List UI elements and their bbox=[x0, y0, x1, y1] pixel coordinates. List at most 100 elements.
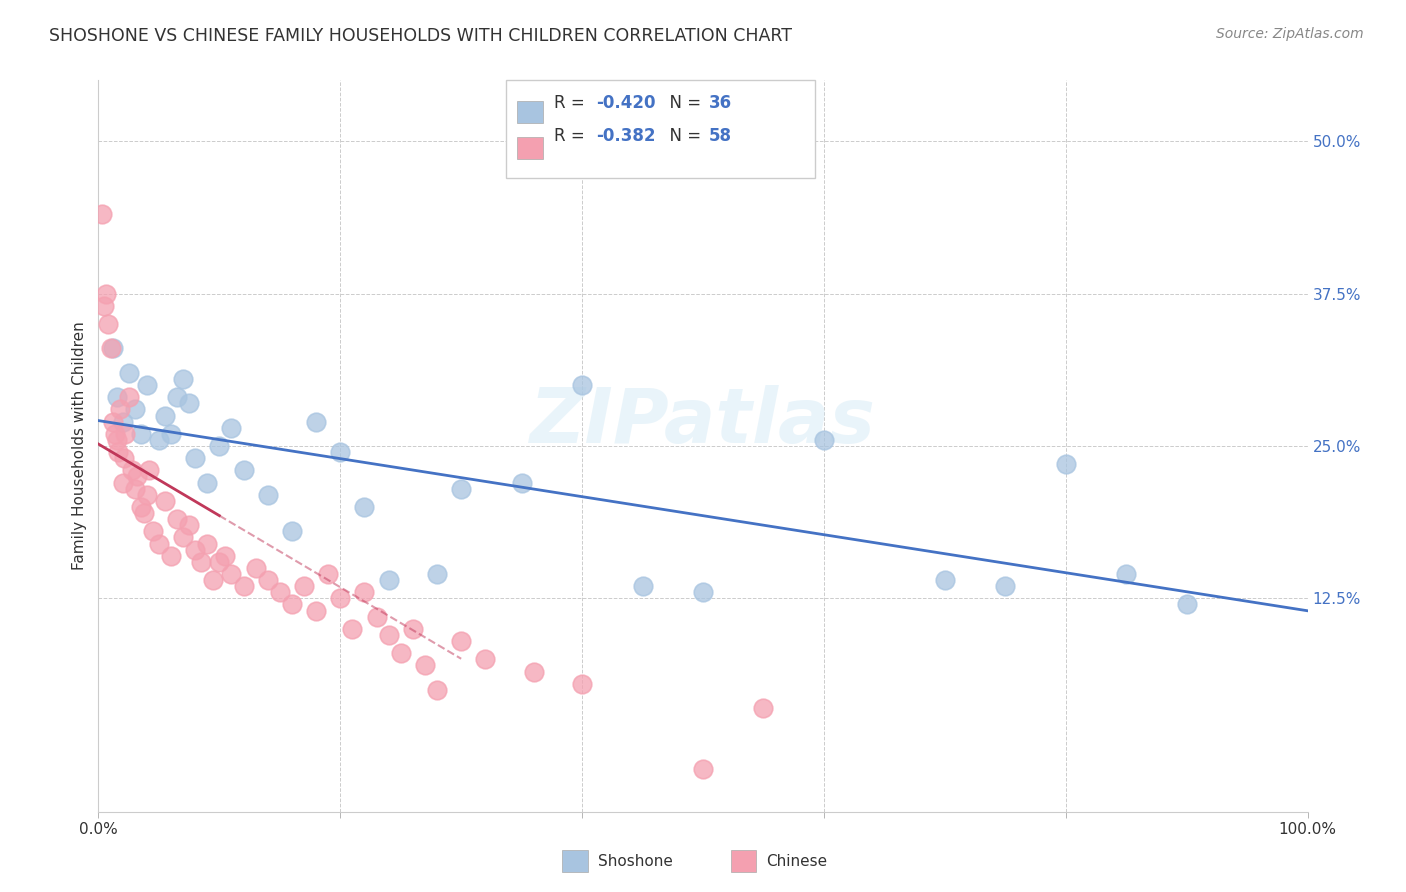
Point bbox=[571, 677, 593, 691]
Point bbox=[316, 567, 339, 582]
Point bbox=[377, 573, 399, 587]
Point bbox=[571, 378, 593, 392]
Point bbox=[292, 579, 315, 593]
Point bbox=[195, 475, 218, 490]
Point bbox=[105, 433, 128, 447]
Point bbox=[934, 573, 956, 587]
Point bbox=[190, 555, 212, 569]
Text: N =: N = bbox=[659, 127, 707, 145]
Point bbox=[160, 426, 183, 441]
Text: N =: N = bbox=[659, 94, 707, 112]
Point bbox=[692, 585, 714, 599]
Point bbox=[127, 469, 149, 483]
Point bbox=[124, 402, 146, 417]
Point bbox=[450, 634, 472, 648]
Point bbox=[1115, 567, 1137, 582]
Point bbox=[426, 682, 449, 697]
Point bbox=[426, 567, 449, 582]
Text: SHOSHONE VS CHINESE FAMILY HOUSEHOLDS WITH CHILDREN CORRELATION CHART: SHOSHONE VS CHINESE FAMILY HOUSEHOLDS WI… bbox=[49, 27, 792, 45]
Point bbox=[118, 366, 141, 380]
Text: Chinese: Chinese bbox=[766, 854, 827, 869]
Point bbox=[353, 500, 375, 514]
Point bbox=[221, 421, 243, 435]
Point bbox=[93, 299, 115, 313]
Point bbox=[1175, 598, 1198, 612]
Point bbox=[118, 390, 141, 404]
Point bbox=[402, 622, 425, 636]
Text: -0.420: -0.420 bbox=[596, 94, 655, 112]
Point bbox=[104, 426, 127, 441]
Point bbox=[1054, 458, 1077, 472]
Point bbox=[413, 658, 436, 673]
Point bbox=[389, 646, 412, 660]
Point bbox=[353, 585, 375, 599]
Point bbox=[112, 451, 135, 466]
Point bbox=[692, 762, 714, 776]
Point bbox=[172, 530, 194, 544]
Point bbox=[148, 536, 170, 550]
Point bbox=[281, 598, 304, 612]
Point bbox=[450, 482, 472, 496]
Point bbox=[305, 415, 328, 429]
Point bbox=[105, 390, 128, 404]
Point bbox=[111, 415, 134, 429]
Point bbox=[510, 475, 533, 490]
Point bbox=[329, 591, 352, 606]
Point bbox=[329, 445, 352, 459]
Point bbox=[172, 372, 194, 386]
Point bbox=[256, 573, 278, 587]
Point bbox=[366, 609, 388, 624]
Point bbox=[214, 549, 236, 563]
Point bbox=[166, 512, 188, 526]
Text: ZIPatlas: ZIPatlas bbox=[530, 384, 876, 458]
Point bbox=[135, 378, 157, 392]
Point bbox=[153, 409, 176, 423]
Point bbox=[129, 500, 152, 514]
Point bbox=[94, 286, 117, 301]
Point bbox=[221, 567, 243, 582]
Point bbox=[91, 207, 114, 221]
Point bbox=[160, 549, 183, 563]
Point bbox=[269, 585, 291, 599]
Point bbox=[232, 579, 254, 593]
Point bbox=[232, 463, 254, 477]
Point bbox=[111, 475, 134, 490]
Point bbox=[179, 396, 201, 410]
Point bbox=[342, 622, 364, 636]
Point bbox=[135, 488, 157, 502]
Y-axis label: Family Households with Children: Family Households with Children bbox=[72, 322, 87, 570]
Point bbox=[184, 451, 207, 466]
Text: 36: 36 bbox=[709, 94, 731, 112]
Point bbox=[208, 439, 231, 453]
Point bbox=[208, 555, 231, 569]
Point bbox=[124, 482, 146, 496]
Point bbox=[179, 518, 201, 533]
Point bbox=[101, 342, 124, 356]
Point bbox=[142, 524, 165, 539]
Point bbox=[138, 463, 160, 477]
Point bbox=[129, 426, 152, 441]
Point bbox=[195, 536, 218, 550]
Text: 58: 58 bbox=[709, 127, 731, 145]
Point bbox=[166, 390, 188, 404]
Point bbox=[305, 604, 328, 618]
Point bbox=[153, 494, 176, 508]
Point bbox=[108, 402, 131, 417]
Point bbox=[184, 542, 207, 557]
Point bbox=[101, 415, 124, 429]
Point bbox=[994, 579, 1017, 593]
Point bbox=[148, 433, 170, 447]
Point bbox=[100, 342, 122, 356]
Point bbox=[107, 445, 129, 459]
Text: -0.382: -0.382 bbox=[596, 127, 655, 145]
Text: Source: ZipAtlas.com: Source: ZipAtlas.com bbox=[1216, 27, 1364, 41]
Point bbox=[631, 579, 654, 593]
Point bbox=[202, 573, 225, 587]
Point bbox=[474, 652, 496, 666]
Point bbox=[813, 433, 835, 447]
Point bbox=[245, 561, 267, 575]
Point bbox=[523, 665, 546, 679]
Point bbox=[134, 506, 156, 520]
Point bbox=[256, 488, 278, 502]
Point bbox=[97, 317, 120, 331]
